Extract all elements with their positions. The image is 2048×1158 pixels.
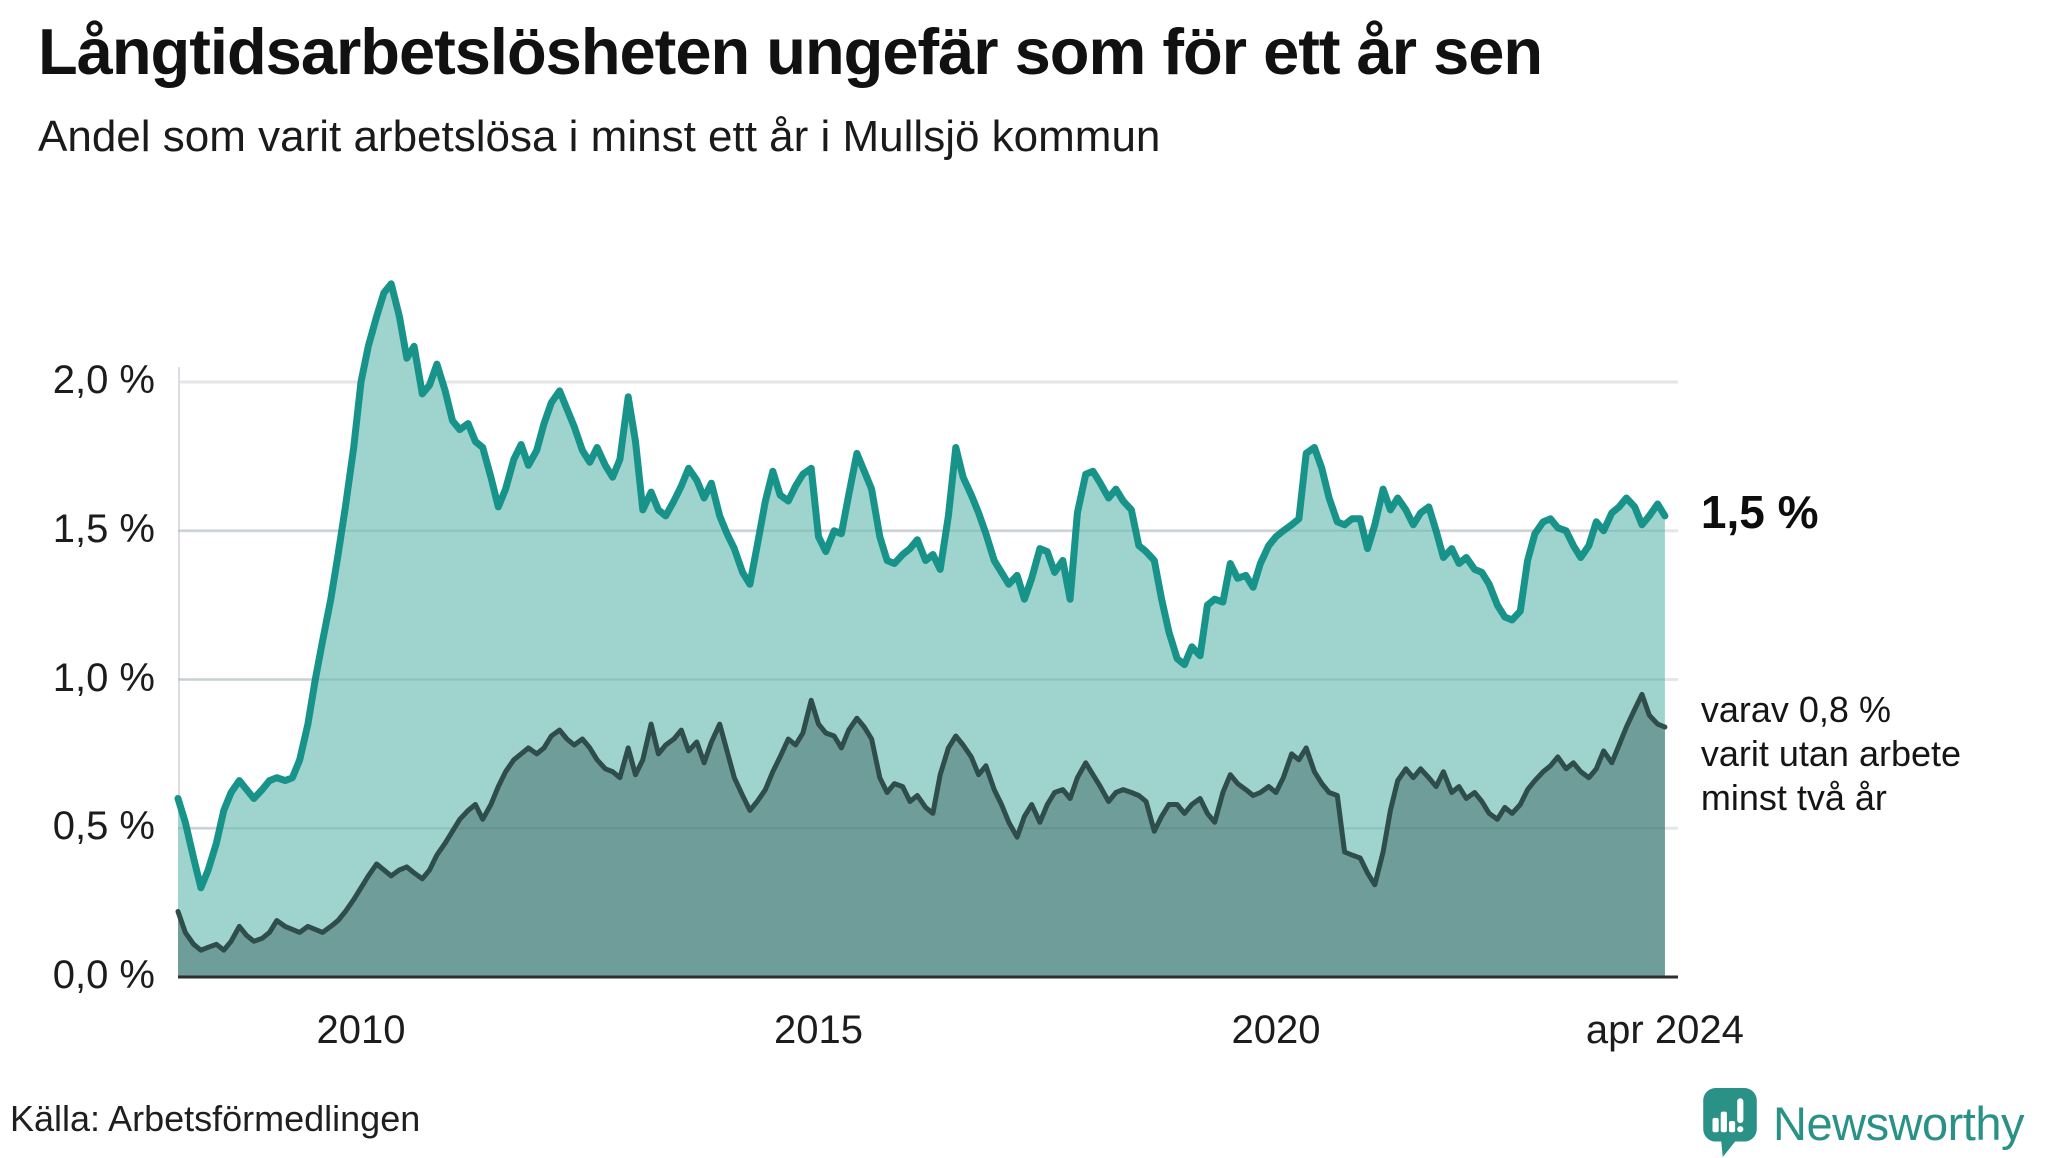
- page-title: Långtidsarbetslösheten ungefär som för e…: [38, 15, 1543, 88]
- x-axis-tick-label: 2015: [774, 1008, 863, 1052]
- y-axis-tick-label: 2,0 %: [52, 358, 155, 402]
- series2-end-value-label: varav 0,8 % varit utan arbete minst två …: [1701, 688, 1961, 820]
- x-axis-tick-label: 2020: [1231, 1008, 1321, 1052]
- y-axis-tick-label: 1,0 %: [52, 655, 155, 700]
- newsworthy-wordmark: Newsworthy: [1773, 1096, 2024, 1150]
- y-axis-tick-label: 1,5 %: [52, 506, 155, 551]
- newsworthy-logo: Newsworthy: [1703, 1088, 2024, 1158]
- series1-end-value-label: 1,5 %: [1700, 485, 1819, 538]
- series2-end-label-line1: varav 0,8 %: [1700, 689, 1891, 731]
- series2-end-label-line3: minst två år: [1700, 777, 1887, 819]
- series2-end-label-line2: varit utan arbete: [1700, 733, 1962, 775]
- y-axis-tick-label: 0,0 %: [52, 953, 155, 997]
- newsworthy-bubble-icon: [1703, 1088, 1757, 1157]
- chart-subtitle: Andel som varit arbetslösa i minst ett å…: [38, 112, 1161, 161]
- source-note: Källa: Arbetsförmedlingen: [10, 1098, 421, 1139]
- y-axis-tick-label: 0,5 %: [52, 804, 155, 849]
- x-axis-tick-label: 2010: [316, 1008, 406, 1052]
- x-axis-tick-label: apr 2024: [1585, 1008, 1744, 1052]
